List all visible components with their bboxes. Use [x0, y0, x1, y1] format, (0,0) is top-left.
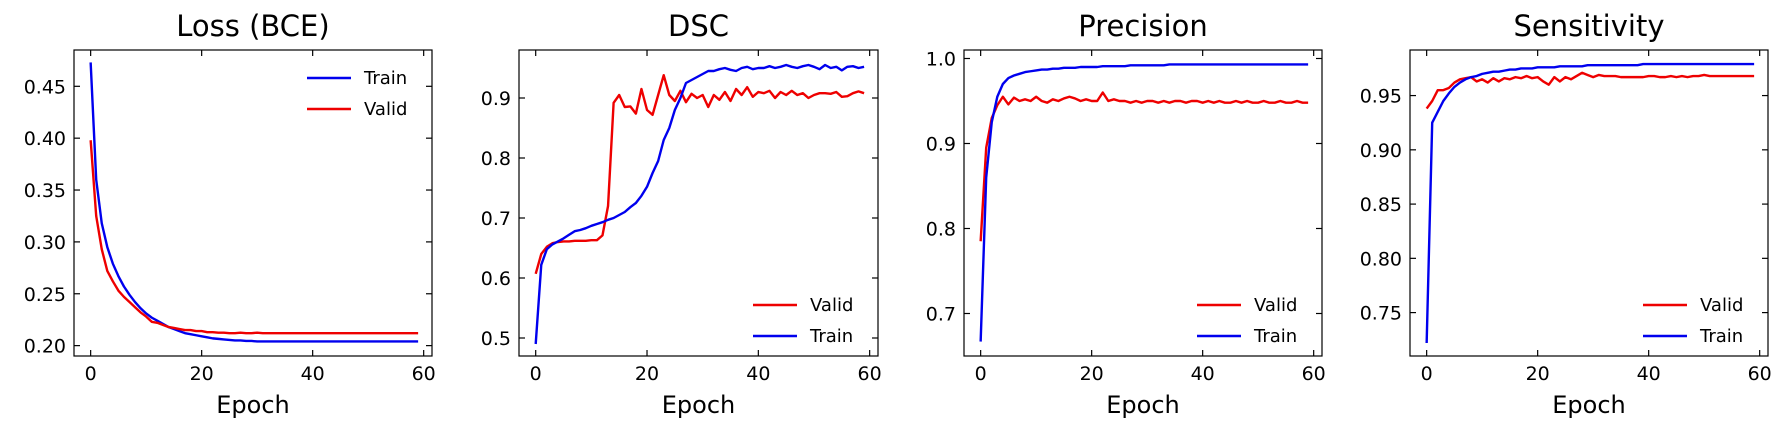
x-tick-label: 0	[530, 363, 542, 385]
y-tick-label: 0.6	[481, 268, 511, 290]
series-line-train	[1425, 62, 1755, 344]
y-tick-label: 0.25	[24, 284, 66, 306]
x-axis-label: Epoch	[216, 391, 290, 419]
series-line-valid	[534, 73, 865, 275]
series-line-valid	[1425, 71, 1755, 110]
x-tick-label: 60	[412, 363, 436, 385]
y-tick-label: 0.95	[1360, 86, 1402, 108]
x-tick-label: 60	[1302, 363, 1326, 385]
y-tick-label: 0.40	[24, 128, 66, 150]
series-line-train	[534, 63, 865, 345]
x-tick-label: 20	[190, 363, 214, 385]
x-tick-label: 40	[1637, 363, 1661, 385]
legend-label-valid: Valid	[1254, 295, 1297, 316]
y-tick-label: 0.30	[24, 232, 66, 254]
y-tick-label: 0.8	[926, 219, 956, 241]
y-tick-label: 0.35	[24, 180, 66, 202]
series-line-valid	[89, 140, 419, 335]
legend-label-train: Train	[809, 326, 853, 347]
legend-label-train: Train	[363, 68, 407, 89]
chart-title: Precision	[1078, 9, 1207, 43]
x-tick-label: 0	[975, 363, 987, 385]
y-tick-label: 0.45	[24, 76, 66, 98]
y-tick-label: 0.20	[24, 336, 66, 358]
chart-panel-1: Loss (BCE) 0 20 40 60 0.20 0.25 0.30 0.35 0.40 0.4…	[24, 9, 436, 419]
y-tick-label: 0.9	[481, 88, 511, 110]
legend-label-valid: Valid	[364, 99, 407, 120]
series-line-valid	[979, 91, 1309, 242]
x-tick-label: 40	[1191, 363, 1215, 385]
x-axis-label: Epoch	[1106, 391, 1180, 419]
y-tick-label: 0.5	[481, 328, 511, 350]
x-tick-label: 20	[1526, 363, 1550, 385]
legend-label-train: Train	[1699, 326, 1743, 347]
x-tick-label: 20	[635, 363, 659, 385]
legend-label-train: Train	[1253, 326, 1297, 347]
y-tick-label: 0.75	[1360, 303, 1402, 325]
plot-frame	[518, 49, 879, 357]
y-tick-label: 0.7	[481, 208, 511, 230]
x-axis-label: Epoch	[662, 391, 736, 419]
x-tick-label: 20	[1080, 363, 1104, 385]
x-axis-label: Epoch	[1552, 391, 1626, 419]
x-tick-label: 40	[746, 363, 770, 385]
x-tick-label: 0	[85, 363, 97, 385]
plot-frame	[73, 49, 433, 357]
legend-label-valid: Valid	[810, 295, 853, 316]
chart-title: DSC	[668, 9, 729, 43]
x-tick-label: 60	[1748, 363, 1772, 385]
y-tick-label: 0.90	[1360, 140, 1402, 162]
chart-title: Loss (BCE)	[176, 9, 329, 43]
y-tick-label: 0.8	[481, 148, 511, 170]
chart-panel-2: DSC 0 20 40 60 0.5 0.6 0.7 0.8 0.9 Epoch Valid Train	[481, 9, 882, 419]
series-line-train	[979, 63, 1309, 342]
x-tick-label: 0	[1421, 363, 1433, 385]
series-line-train	[89, 62, 419, 343]
plot-frame	[963, 49, 1323, 357]
plot-frame	[1409, 49, 1769, 357]
y-tick-label: 0.80	[1360, 248, 1402, 270]
x-tick-label: 40	[301, 363, 325, 385]
y-tick-label: 0.7	[926, 304, 956, 326]
y-tick-label: 1.0	[926, 49, 956, 71]
chart-panel-3: Precision 0 20 40 60 0.7 0.8 0.9 1.0 Epoch Valid Tr…	[926, 9, 1326, 419]
legend-label-valid: Valid	[1700, 295, 1743, 316]
chart-panel-4: Sensitivity 0 20 40 60 0.75 0.80 0.85 0.90 0.95 Ep…	[1360, 9, 1772, 419]
y-tick-label: 0.85	[1360, 194, 1402, 216]
x-tick-label: 60	[858, 363, 882, 385]
y-tick-label: 0.9	[926, 134, 956, 156]
chart-title: Sensitivity	[1514, 9, 1665, 43]
